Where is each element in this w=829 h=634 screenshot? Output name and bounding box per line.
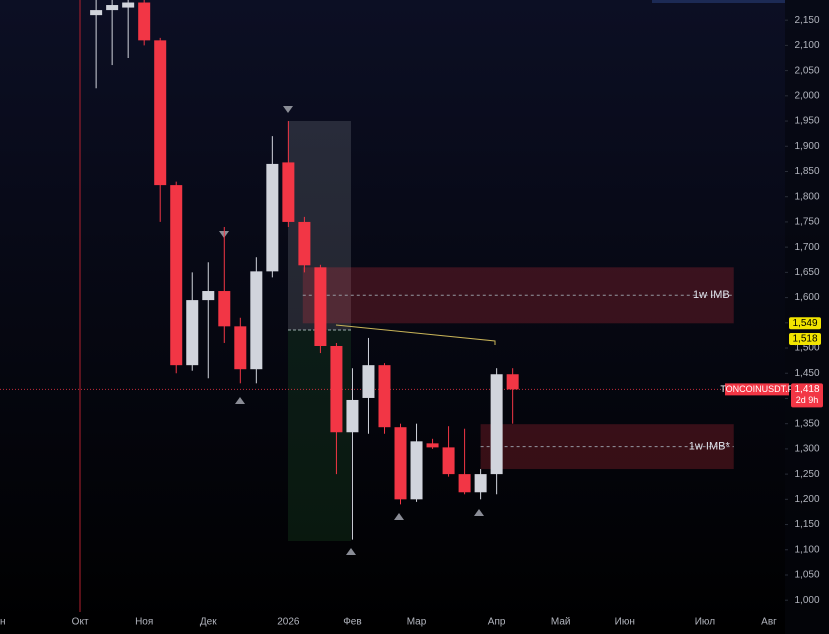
candle-body [170, 185, 183, 366]
candle-body [490, 374, 503, 475]
x-tick-label: Апр [488, 617, 506, 628]
price-tag-label: 1,518 [792, 334, 817, 345]
y-tick-label: 2,150 [794, 15, 819, 26]
y-tick-label: 1,350 [794, 418, 819, 429]
candle-body [506, 374, 519, 390]
y-tick-label: 1,250 [794, 469, 819, 480]
price-axis [785, 0, 829, 634]
candle-body [154, 40, 167, 186]
candle-body [426, 443, 439, 448]
symbol-label: TONCOINUSDT.P [720, 384, 793, 394]
x-tick-label: Дек [200, 617, 217, 628]
y-tick-label: 1,850 [794, 166, 819, 177]
candle-body [234, 326, 247, 370]
y-tick-label: 1,000 [794, 595, 819, 606]
x-tick-label: Ноя [135, 617, 153, 628]
y-tick-label: 1,900 [794, 141, 819, 152]
y-tick-label: 2,050 [794, 65, 819, 76]
pivot-up [394, 513, 404, 520]
x-tick-label: Мар [407, 617, 427, 628]
pivot-down [283, 106, 293, 113]
zone-label: 1w IMB [693, 289, 730, 301]
candle-body [202, 291, 215, 301]
candle-body [346, 399, 359, 433]
symbol-tag [725, 383, 789, 396]
price-tag-label: 1,549 [792, 318, 817, 329]
y-tick-label: 1,700 [794, 242, 819, 253]
candle-body [394, 427, 407, 500]
candle-body [474, 474, 487, 493]
candle-body [282, 162, 295, 222]
candle-body [186, 300, 199, 366]
axes: 1,000 1,050 1,100 1,150 1,200 1,250 1,300 1,350… [0, 15, 823, 628]
candle-body [362, 365, 375, 398]
y-tick-label: 1,300 [794, 444, 819, 455]
y-tick-label: 1,450 [794, 368, 819, 379]
last-price-tag [791, 383, 823, 408]
countdown-label: 2d 9h [796, 395, 819, 405]
y-tick-label: 1,750 [794, 217, 819, 228]
candle-body [250, 271, 263, 370]
y-tick-label: 1,500 [794, 343, 819, 354]
y-tick-label: 1,100 [794, 544, 819, 555]
plot: 1w IMB 1w IMB* [0, 0, 785, 540]
trend-line [335, 324, 496, 345]
y-tick-label: 2,100 [794, 40, 819, 51]
y-tick-label: 1,800 [794, 191, 819, 202]
candle-body [330, 346, 343, 433]
y-tick-label: 1,650 [794, 267, 819, 278]
candle-body [218, 291, 231, 327]
x-tick-label: Фев [343, 617, 361, 628]
candle-body [314, 267, 327, 347]
candle-body [298, 221, 311, 266]
y-tick-label: 1,050 [794, 570, 819, 581]
x-tick-label: ен [0, 617, 6, 628]
y-tick-label: 1,600 [794, 292, 819, 303]
y-tick-label: 1,950 [794, 116, 819, 127]
price-tag [789, 332, 821, 345]
candle-body [90, 10, 103, 16]
last-price-label: 1,418 [794, 384, 819, 395]
x-tick-label: Май [551, 617, 571, 628]
candle-body [378, 365, 391, 428]
candle-body [266, 163, 279, 272]
imbalance-zone [302, 267, 734, 324]
price-tag [789, 317, 821, 330]
pivot-up [346, 548, 356, 555]
candle-body [106, 5, 119, 11]
x-tick-label: Авг [761, 617, 777, 628]
zone-label: 1w IMB* [689, 441, 731, 453]
pivot-up [474, 509, 484, 516]
x-tick-label: 2026 [277, 617, 300, 628]
x-tick-label: Окт [72, 617, 89, 628]
pivot-up [235, 397, 245, 404]
candle-body [442, 447, 455, 475]
y-tick-label: 1,150 [794, 519, 819, 530]
x-tick-label: Июл [695, 617, 715, 628]
candle-body [410, 441, 423, 500]
y-tick-label: 2,000 [794, 90, 819, 101]
candle-body [122, 2, 135, 8]
y-tick-label: 1,200 [794, 494, 819, 505]
candle-body [138, 2, 151, 41]
candle-body [458, 474, 471, 493]
toolbar-edge [652, 0, 785, 3]
x-tick-label: Июн [615, 617, 635, 628]
